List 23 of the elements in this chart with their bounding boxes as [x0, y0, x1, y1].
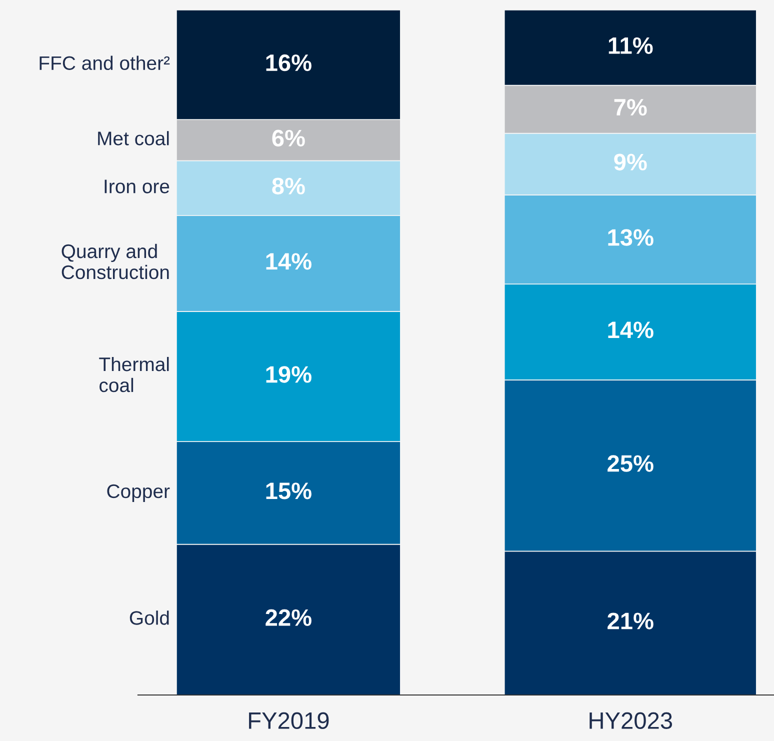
data-label: 11% [608, 37, 653, 54]
series-label: Met coal [98, 131, 169, 146]
data-label: 6% [272, 130, 305, 146]
data-label: 13% [608, 229, 654, 246]
series-label: Quarry and Construction [62, 244, 169, 280]
data-label: 16% [266, 54, 312, 72]
series-label: Iron ore [104, 180, 170, 194]
data-label: 7% [614, 99, 647, 116]
data-label: 9% [614, 154, 647, 170]
series-label: Thermal coal [99, 356, 169, 392]
data-label: 21% [608, 612, 654, 630]
data-label: 25% [608, 455, 654, 472]
series-label: Gold [130, 610, 169, 625]
data-label: 15% [266, 482, 312, 500]
x-tick-label: FY2019 [249, 712, 329, 730]
x-tick-label: HY2023 [590, 712, 672, 730]
data-label: 14% [608, 322, 654, 338]
data-label: 19% [266, 366, 312, 383]
data-label: 14% [266, 253, 312, 270]
data-label: 22% [266, 609, 312, 626]
data-label: 8% [272, 178, 305, 194]
series-label: Copper [107, 484, 170, 502]
series-label: FFC and other² [40, 56, 170, 70]
